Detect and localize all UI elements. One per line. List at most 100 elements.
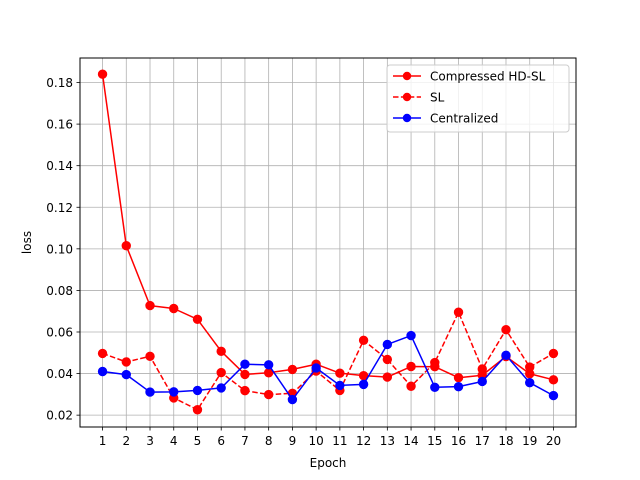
y-tick-label: 0.06 bbox=[46, 325, 73, 339]
data-point-sl bbox=[453, 307, 464, 317]
legend-marker-compressed-hd-sl bbox=[402, 71, 412, 81]
data-point-centralized bbox=[145, 387, 155, 397]
x-tick-label: 4 bbox=[170, 434, 178, 448]
x-tick-label: 11 bbox=[332, 434, 347, 448]
x-tick-label: 13 bbox=[380, 434, 395, 448]
y-tick-label: 0.04 bbox=[46, 367, 73, 381]
data-point-compressed-hd-sl bbox=[145, 300, 155, 311]
y-tick-label: 0.02 bbox=[46, 409, 73, 423]
data-point-compressed-hd-sl bbox=[192, 314, 203, 325]
data-point-sl bbox=[97, 348, 108, 359]
x-tick-label: 1 bbox=[99, 434, 107, 448]
legend-label-sl: SL bbox=[430, 91, 445, 105]
y-tick-label: 0.08 bbox=[46, 284, 73, 298]
x-tick-label: 7 bbox=[241, 434, 249, 448]
data-point-compressed-hd-sl bbox=[287, 364, 298, 375]
x-tick-label: 18 bbox=[498, 434, 513, 448]
legend-box bbox=[386, 64, 570, 133]
data-point-sl bbox=[240, 385, 250, 396]
y-tick-label: 0.16 bbox=[46, 118, 73, 132]
data-point-centralized bbox=[477, 376, 487, 387]
y-axis-ticks: 0.02 0.04 0.06 0.08 0.10 0.12 0.14 0.16 0.18 bbox=[46, 76, 80, 423]
legend-marker-centralized bbox=[402, 113, 412, 123]
data-point-centralized bbox=[501, 350, 511, 360]
data-point-sl bbox=[548, 348, 559, 359]
data-point-centralized bbox=[192, 385, 203, 396]
y-axis-label: loss bbox=[20, 231, 34, 254]
x-tick-label: 3 bbox=[146, 434, 154, 448]
data-point-centralized bbox=[216, 383, 226, 393]
y-tick-label: 0.18 bbox=[46, 76, 73, 90]
x-axis-label: Epoch bbox=[310, 456, 347, 470]
x-tick-label: 14 bbox=[403, 434, 418, 448]
data-point-sl bbox=[145, 351, 155, 362]
x-tick-label: 6 bbox=[217, 434, 225, 448]
legend-item-centralized: Centralized bbox=[393, 112, 498, 126]
data-point-sl bbox=[216, 367, 226, 378]
data-point-centralized bbox=[453, 381, 464, 392]
y-tick-label: 0.14 bbox=[46, 159, 73, 173]
legend: Compressed HD-SL SL Centralized bbox=[386, 64, 570, 133]
data-point-sl bbox=[263, 389, 274, 400]
data-point-centralized bbox=[263, 360, 274, 370]
data-point-sl bbox=[477, 364, 487, 374]
data-point-compressed-hd-sl bbox=[97, 69, 108, 79]
data-point-compressed-hd-sl bbox=[121, 241, 131, 251]
data-point-centralized bbox=[311, 363, 321, 373]
x-tick-label: 10 bbox=[308, 434, 323, 448]
data-point-centralized bbox=[97, 366, 108, 377]
x-tick-label: 2 bbox=[122, 434, 130, 448]
series-centralized bbox=[97, 330, 559, 405]
data-point-centralized bbox=[169, 387, 179, 397]
data-point-centralized bbox=[430, 382, 440, 392]
plot-area: 1 2 3 4 5 6 7 8 9 10 11 12 13 14 15 16 17 18 19 20 0.020.04… bbox=[46, 57, 577, 448]
x-tick-label: 19 bbox=[522, 434, 537, 448]
data-point-centralized bbox=[382, 339, 393, 350]
x-tick-label: 9 bbox=[289, 434, 297, 448]
data-point-compressed-hd-sl bbox=[169, 303, 179, 314]
data-point-centralized bbox=[525, 378, 535, 388]
x-tick-label: 5 bbox=[194, 434, 202, 448]
legend-label-compressed-hd-sl: Compressed HD-SL bbox=[430, 70, 546, 84]
x-tick-label: 12 bbox=[356, 434, 371, 448]
grid bbox=[80, 58, 576, 427]
legend-item-compressed-hd-sl: Compressed HD-SL bbox=[393, 70, 546, 84]
data-point-compressed-hd-sl bbox=[382, 372, 393, 382]
y-tick-label: 0.12 bbox=[46, 201, 73, 215]
data-point-sl bbox=[121, 357, 131, 367]
data-point-centralized bbox=[548, 390, 559, 401]
data-point-centralized bbox=[121, 369, 131, 380]
legend-item-sl: SL bbox=[393, 91, 445, 105]
data-point-centralized bbox=[287, 394, 298, 405]
legend-marker-sl bbox=[402, 92, 412, 102]
data-point-centralized bbox=[406, 330, 416, 341]
data-point-sl bbox=[430, 357, 440, 368]
x-tick-label: 16 bbox=[451, 434, 466, 448]
data-point-compressed-hd-sl bbox=[216, 346, 226, 357]
data-point-centralized bbox=[358, 379, 369, 390]
x-tick-label: 15 bbox=[427, 434, 442, 448]
data-point-compressed-hd-sl bbox=[335, 368, 345, 378]
data-point-sl bbox=[382, 354, 393, 365]
x-tick-label: 8 bbox=[265, 434, 273, 448]
series-layer bbox=[97, 69, 559, 415]
x-axis-ticks: 1 2 3 4 5 6 7 8 9 10 11 12 13 14 15 16 17 18 19 20 bbox=[99, 427, 561, 448]
x-tick-label: 17 bbox=[475, 434, 490, 448]
series-line-sl bbox=[102, 311, 554, 411]
data-point-sl bbox=[501, 325, 511, 335]
data-point-compressed-hd-sl bbox=[240, 369, 250, 380]
data-point-sl bbox=[192, 405, 203, 415]
data-point-sl bbox=[406, 381, 416, 391]
data-point-compressed-hd-sl bbox=[406, 361, 416, 372]
data-point-centralized bbox=[240, 359, 250, 369]
data-point-sl bbox=[525, 362, 535, 372]
data-point-compressed-hd-sl bbox=[453, 373, 464, 383]
x-tick-label: 20 bbox=[546, 434, 561, 448]
data-point-centralized bbox=[335, 380, 345, 391]
data-point-compressed-hd-sl bbox=[548, 375, 559, 385]
axes-frame bbox=[79, 57, 577, 428]
legend-label-centralized: Centralized bbox=[430, 112, 498, 126]
data-point-sl bbox=[358, 335, 369, 346]
y-tick-label: 0.10 bbox=[46, 242, 73, 256]
